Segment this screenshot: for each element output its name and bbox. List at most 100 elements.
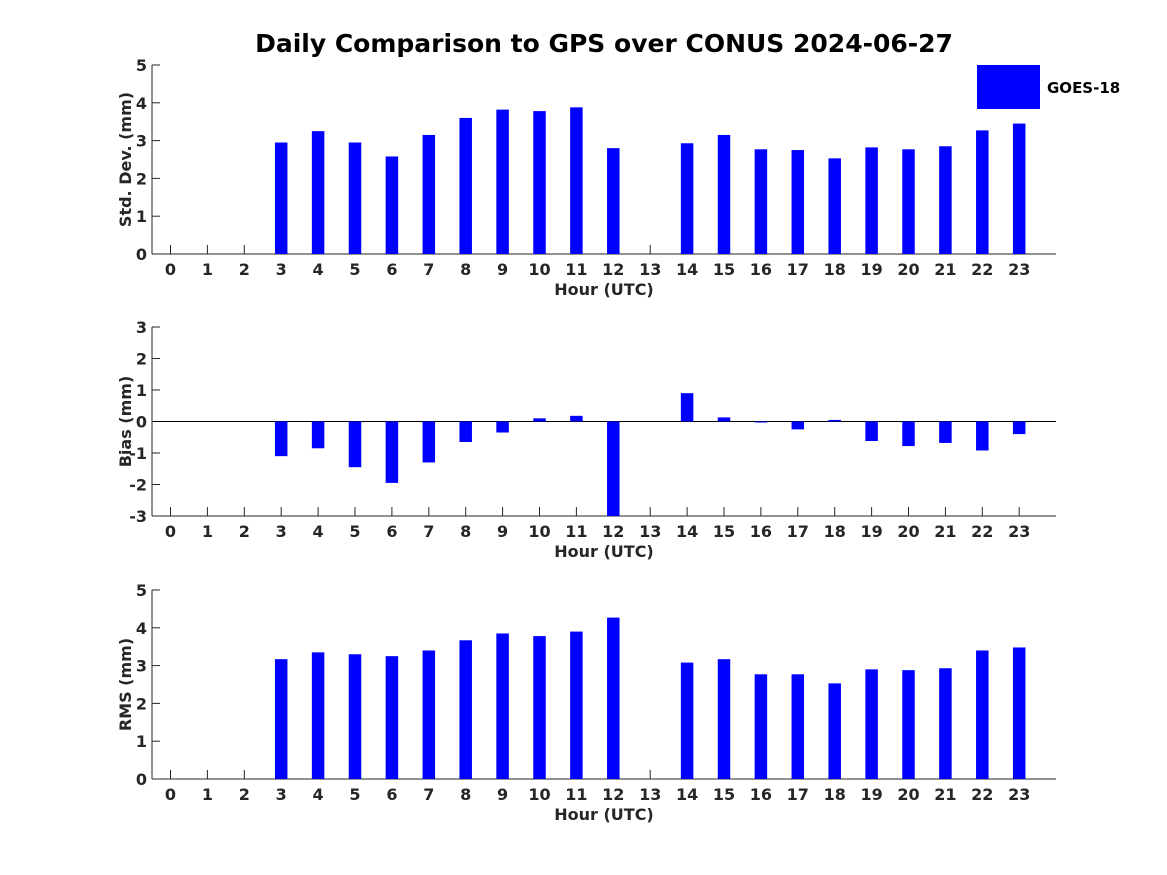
rms-x-tick-label: 17 [787,785,809,804]
std-x-tick-label: 16 [750,260,772,279]
legend-label: GOES-18 [1047,79,1120,97]
rms-bar-hour-10 [533,636,546,779]
rms-bar-hour-23 [1012,647,1026,779]
std-bar-hour-15 [717,134,731,254]
std-y-tick-label: 0 [136,245,147,264]
rms-x-tick-label: 12 [602,785,624,804]
bias-x-tick-label: 18 [824,522,846,541]
std-bar-hour-9 [496,109,509,254]
rms-x-tick-label: 5 [349,785,360,804]
std-bar-hour-7 [422,134,436,254]
bias-bar-hour-14 [680,393,694,422]
bias-bar-hour-12 [607,421,620,516]
bias-y-tick-label: 0 [136,413,147,432]
std-y-tick-label: 2 [136,169,147,188]
std-x-tick-label: 9 [497,260,508,279]
rms-y-tick-label: 5 [136,581,147,600]
std-x-tick-label: 18 [824,260,846,279]
rms-bar-hour-9 [496,633,509,779]
rms-x-tick-label: 10 [528,785,550,804]
bias-bar-hour-20 [902,421,915,447]
rms-bar-hour-17 [791,674,805,779]
bias-bar-hour-8 [459,421,472,442]
bias-x-tick-label: 0 [165,522,176,541]
std-bar-hour-8 [459,117,472,254]
rms-x-tick-label: 18 [824,785,846,804]
rms-x-tick-label: 20 [897,785,919,804]
std-y-tick-label: 4 [136,94,147,113]
bias-y-tick-label: 2 [136,350,147,369]
rms-y-axis-label: RMS (mm) [116,638,135,731]
std-x-tick-label: 14 [676,260,698,279]
rms-x-tick-label: 22 [971,785,993,804]
rms-y-tick-label: 3 [136,657,147,676]
std-x-tick-label: 12 [602,260,624,279]
std-bar-hour-22 [976,130,989,254]
rms-bar-hour-7 [422,650,436,779]
rms-x-tick-label: 16 [750,785,772,804]
bias-x-tick-label: 5 [349,522,360,541]
bias-bar-hour-4 [311,421,325,449]
rms-x-tick-label: 15 [713,785,735,804]
bias-bar-hour-17 [791,421,805,430]
std-bar-hour-10 [533,111,546,254]
rms-y-tick-label: 0 [136,770,147,789]
rms-y-tick-label: 4 [136,619,147,638]
rms-bar-hour-15 [717,659,731,779]
std-x-tick-label: 4 [313,260,324,279]
std-bar-hour-23 [1012,123,1026,254]
std-x-tick-label: 10 [528,260,550,279]
bias-x-tick-label: 2 [239,522,250,541]
bias-bar-hour-22 [976,421,989,451]
std-x-tick-label: 15 [713,260,735,279]
rms-bar-hour-5 [348,654,362,779]
rms-x-tick-label: 0 [165,785,176,804]
std-bar-hour-5 [348,142,362,254]
bias-x-tick-label: 14 [676,522,698,541]
bias-x-axis-label: Hour (UTC) [554,542,654,561]
bias-bar-hour-21 [939,421,952,443]
bias-bar-hour-19 [865,421,878,442]
std-x-tick-label: 3 [276,260,287,279]
bias-bar-hour-6 [385,421,399,483]
rms-x-tick-label: 19 [860,785,882,804]
bias-x-tick-label: 11 [565,522,587,541]
legend: GOES-18 [977,65,1120,109]
std-y-tick-label: 5 [136,56,147,75]
bias-y-tick-label: -3 [129,507,147,526]
rms-x-tick-label: 21 [934,785,956,804]
bias-x-tick-label: 12 [602,522,624,541]
rms-bar-hour-4 [311,652,325,779]
rms-bar-hour-16 [754,674,768,779]
std-bar-hour-12 [607,148,620,254]
rms-bar-hour-21 [939,668,952,779]
std-y-tick-label: 1 [136,207,147,226]
std-bar-hour-21 [939,146,952,254]
std-x-tick-label: 1 [202,260,213,279]
bias-x-tick-label: 15 [713,522,735,541]
bias-x-tick-label: 6 [386,522,397,541]
std-y-axis-label: Std. Dev. (mm) [116,92,135,227]
bias-bar-hour-15 [717,417,731,422]
rms-x-tick-label: 2 [239,785,250,804]
std-bar-hour-17 [791,150,805,254]
bias-bar-hour-10 [533,418,546,422]
bias-bar-hour-7 [422,421,436,463]
rms-x-tick-label: 14 [676,785,698,804]
bias-bar-hour-3 [274,421,288,457]
legend-swatch [977,65,1040,109]
rms-bar-hour-22 [976,650,989,779]
rms-x-tick-label: 3 [276,785,287,804]
bias-bar-hour-9 [496,421,509,433]
std-x-axis-label: Hour (UTC) [554,280,654,299]
rms-bar-hour-18 [828,683,841,779]
bias-y-axis-label: Bias (mm) [116,376,135,468]
chart-title: Daily Comparison to GPS over CONUS 2024-… [255,29,953,58]
std-x-tick-label: 21 [934,260,956,279]
bias-x-tick-label: 21 [934,522,956,541]
bias-y-tick-label: -1 [129,444,147,463]
std-x-tick-label: 5 [349,260,360,279]
std-bar-hour-19 [865,147,878,254]
